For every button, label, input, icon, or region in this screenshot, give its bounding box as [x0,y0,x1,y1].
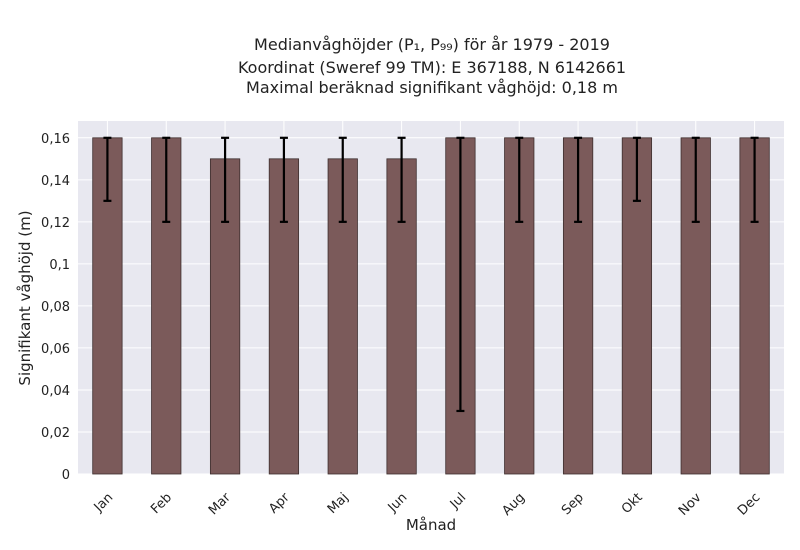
error-bar-feb [162,136,171,223]
x-tick-label: Apr [266,490,293,517]
x-tick-label: Jan [91,490,116,515]
x-axis-ticks: Jan Feb Mar Apr Maj Jun Jul Aug Sep Okt Nov Dec [91,490,764,519]
error-bars [103,136,759,413]
chart-title-line-1: Medianvåghöjder (P₁, P₉₉) för år 1979 - … [254,35,610,54]
x-tick-label: Jul [447,490,469,512]
y-axis-ticks: 0 0,02 0,04 0,06 0,08 0,1 0,12 0,14 0,16 [41,132,70,483]
error-bar-jul [456,136,465,413]
y-tick-label: 0,14 [41,174,70,189]
plot-area [78,121,784,474]
error-bar-apr [279,136,288,223]
x-tick-label: Nov [676,490,705,519]
y-tick-label: 0,1 [49,258,70,273]
x-tick-label: Jun [385,490,411,516]
error-bar-maj [338,136,347,223]
x-tick-label: Mar [206,490,234,518]
bar-mar [209,158,241,475]
x-axis-label: Månad [406,516,456,534]
bar-nov [680,137,711,475]
y-tick-label: 0,02 [41,426,70,441]
error-bar-sep [574,136,583,223]
y-tick-label: 0 [62,468,70,483]
error-bar-dec [750,136,759,223]
error-bar-nov [691,136,700,223]
chart-title-line-3: Maximal beräknad signifikant våghöjd: 0,… [246,78,618,97]
x-tick-label: Sep [559,490,587,518]
error-bar-jan [103,136,112,202]
error-bar-jun [397,136,406,223]
y-tick-label: 0,06 [41,342,70,357]
bars [92,137,770,475]
y-tick-label: 0,12 [41,216,70,231]
x-tick-label: Okt [619,490,646,517]
error-bar-okt [632,136,641,202]
y-tick-label: 0,16 [41,132,70,147]
y-axis-label: Signifikant våghöjd (m) [16,210,34,385]
x-tick-label: Aug [500,490,529,519]
x-tick-label: Dec [735,490,763,518]
y-tick-label: 0,04 [41,384,70,399]
error-bar-mar [221,136,230,223]
x-tick-label: Feb [148,490,175,517]
y-tick-label: 0,08 [41,300,70,315]
chart-title-line-2: Koordinat (Sweref 99 TM): E 367188, N 61… [237,58,627,77]
error-bar-aug [515,136,524,223]
x-tick-label: Maj [325,490,352,517]
